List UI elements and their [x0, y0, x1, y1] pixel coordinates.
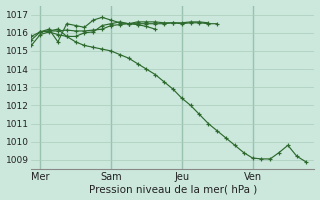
X-axis label: Pression niveau de la mer( hPa ): Pression niveau de la mer( hPa )	[89, 184, 257, 194]
